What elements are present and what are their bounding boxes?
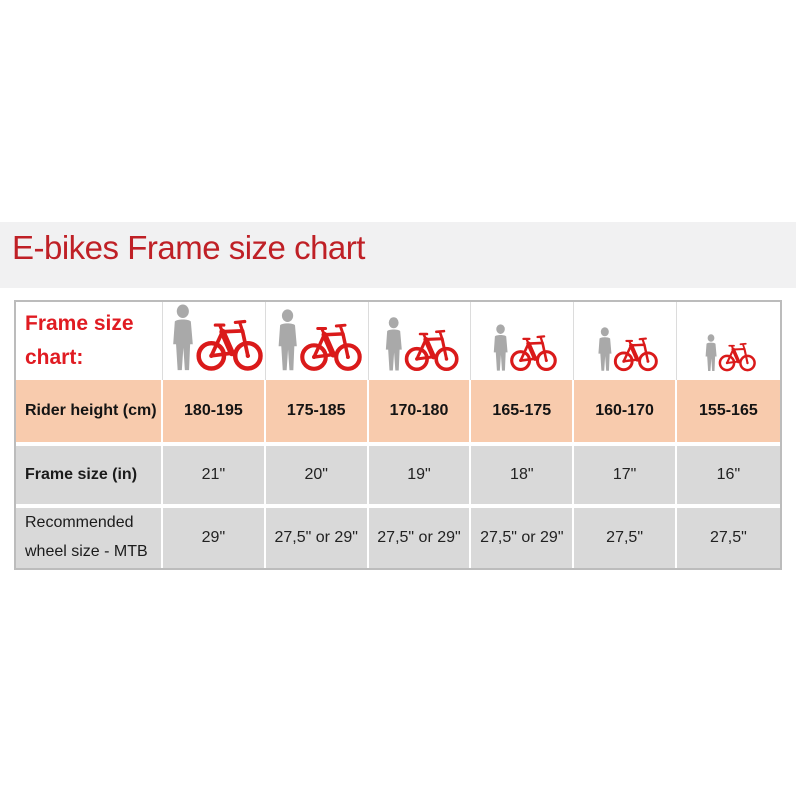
table-cell: 27,5" or 29" (266, 508, 369, 568)
table-cell: 29" (163, 508, 266, 568)
frame-size-value: 17" (612, 466, 637, 483)
table-cell: 180-195 (163, 380, 266, 442)
rider-and-bike-icon (379, 317, 459, 372)
row-label-cell: Frame size (in) (16, 446, 163, 504)
wheel-size-row: Recommended wheel size - MTB 29" 27,5" o… (16, 508, 780, 568)
wheel-size-value: 27,5" (606, 529, 643, 546)
column-icon-cell (471, 302, 575, 380)
table-cell: 170-180 (369, 380, 472, 442)
table-cell: 165-175 (471, 380, 575, 442)
table-cell: 27,5" (677, 508, 780, 568)
rider-height-value: 175-185 (286, 402, 346, 419)
rider-height-value: 155-165 (699, 402, 758, 419)
table-header-row: Frame size chart: (16, 302, 780, 380)
wheel-size-value: 27,5" or 29" (274, 529, 358, 546)
table-cell: 155-165 (677, 380, 780, 442)
table-header-label-cell: Frame size chart: (16, 302, 163, 380)
rider-and-bike-icon (165, 304, 263, 372)
row-label-cell: Rider height (cm) (16, 380, 163, 442)
table-cell: 21" (163, 446, 266, 504)
table-cell: 19" (369, 446, 472, 504)
column-icon-cell (163, 302, 266, 380)
rider-height-row: Rider height (cm) 180-195 175-185 170-18… (16, 380, 780, 442)
table-cell: 27,5" (574, 508, 677, 568)
wheel-size-value: 27,5" or 29" (480, 529, 564, 546)
rider-and-bike-icon (488, 324, 557, 372)
column-icon-cell (574, 302, 677, 380)
table-cell: 27,5" or 29" (471, 508, 575, 568)
row-separator (16, 442, 780, 446)
rider-height-value: 160-170 (595, 402, 654, 419)
rider-and-bike-icon (271, 309, 362, 372)
wheel-size-value: 27,5" (709, 529, 747, 546)
table-cell: 27,5" or 29" (369, 508, 472, 568)
row-label: Recommended wheel size - MTB (25, 514, 148, 560)
wheel-size-value: 29" (201, 529, 226, 546)
table-cell: 175-185 (266, 380, 369, 442)
table-cell: 160-170 (574, 380, 677, 442)
table-cell: 18" (471, 446, 575, 504)
rider-and-bike-icon (593, 327, 658, 372)
row-separator (16, 504, 780, 508)
rider-height-value: 180-195 (184, 402, 243, 419)
table-cell: 20" (266, 446, 369, 504)
frame-size-value: 18" (510, 466, 534, 483)
table-header-label: Frame size chart: (25, 311, 134, 369)
frame-size-value: 19" (407, 466, 431, 483)
column-icon-cell (369, 302, 472, 380)
wheel-size-value: 27,5" or 29" (377, 529, 461, 546)
table-cell: 17" (574, 446, 677, 504)
column-icon-cell (677, 302, 780, 380)
frame-size-value: 16" (716, 466, 741, 483)
page-title: E-bikes Frame size chart (12, 229, 365, 266)
row-label: Frame size (in) (25, 466, 138, 483)
frame-size-row: Frame size (in) 21" 20" 19" 18" 17" 16" (16, 446, 780, 504)
rider-and-bike-icon (703, 334, 756, 372)
frame-size-value: 20" (304, 466, 328, 483)
rider-height-value: 165-175 (492, 402, 552, 419)
frame-size-table: Frame size chart: Rider (14, 300, 782, 570)
frame-size-value: 21" (201, 466, 226, 483)
table-cell: 16" (677, 446, 780, 504)
title-band (0, 222, 796, 288)
row-label: Rider height (cm) (25, 402, 157, 419)
rider-height-value: 170-180 (389, 402, 449, 419)
column-icon-cell (266, 302, 369, 380)
row-label-cell: Recommended wheel size - MTB (16, 508, 163, 568)
